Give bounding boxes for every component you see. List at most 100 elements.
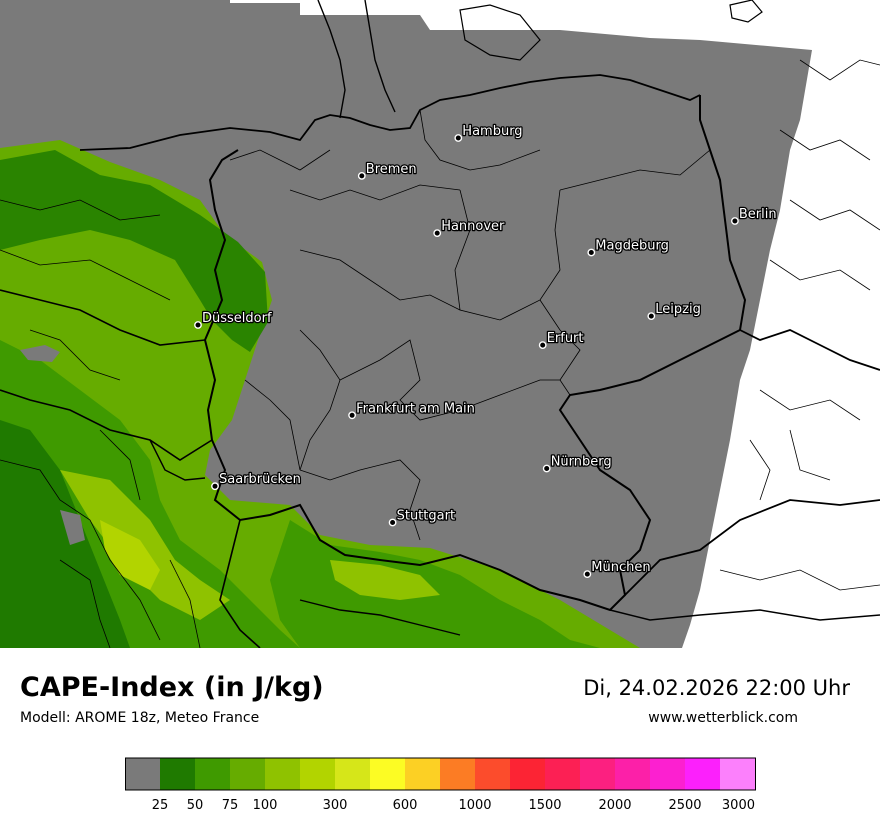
legend-swatch xyxy=(265,758,301,790)
city-marker: Leipzig xyxy=(647,301,702,320)
city-label: München xyxy=(591,560,650,575)
island-zealand xyxy=(459,4,541,61)
city-dot xyxy=(388,518,397,527)
legend-tick-label: 25 xyxy=(152,798,169,813)
city-marker: Hannover xyxy=(433,218,506,238)
legend-tick-label: 1500 xyxy=(528,798,561,813)
legend-swatches xyxy=(125,757,756,791)
legend-swatch xyxy=(510,758,546,790)
cape-area-light-1 xyxy=(60,470,230,620)
city-dot xyxy=(647,312,656,320)
legend-swatch xyxy=(160,758,196,790)
cape-map: Hamburg Bremen Berlin Hannover Magdeburg Düss… xyxy=(0,0,880,648)
coastline-denmark xyxy=(317,0,346,119)
borders xyxy=(0,0,880,648)
coastline-north xyxy=(79,74,701,151)
city-dot xyxy=(542,464,551,473)
cape-areas xyxy=(0,140,640,648)
city-dot xyxy=(454,134,463,142)
city-dot xyxy=(211,482,219,491)
city-marker: München xyxy=(583,559,652,578)
city-marker: Nürnberg xyxy=(542,453,613,473)
cape-area-dark-3 xyxy=(0,420,130,648)
city-marker: Magdeburg xyxy=(587,237,670,257)
legend-swatch xyxy=(195,758,231,790)
legend-tick-label: 100 xyxy=(253,798,278,813)
city-label: Frankfurt am Main xyxy=(356,401,475,416)
border-poland-czech xyxy=(739,329,880,371)
city-dot xyxy=(357,171,366,180)
city-label: Bremen xyxy=(366,162,417,177)
footer: CAPE-Index (in J/kg) Modell: AROME 18z, … xyxy=(0,648,880,830)
cape-area-gray-patch xyxy=(20,345,60,362)
website-link[interactable]: www.wetterblick.com xyxy=(648,710,798,726)
cape-area-gray-patch-2 xyxy=(60,510,85,545)
legend-swatch xyxy=(615,758,651,790)
legend-swatch xyxy=(405,758,441,790)
border-france-swiss xyxy=(219,519,261,648)
color-legend: 25 50 75 100 300 600 1000 1500 2000 2500 3000 xyxy=(125,757,756,813)
legend-swatch xyxy=(720,758,756,790)
map-title: CAPE-Index (in J/kg) xyxy=(20,672,324,703)
border-germany xyxy=(203,95,747,612)
legend-swatch xyxy=(475,758,511,790)
city-label: Magdeburg xyxy=(595,239,669,254)
legend-swatch xyxy=(650,758,686,790)
legend-swatch xyxy=(230,758,266,790)
city-label: Hannover xyxy=(441,219,505,234)
legend-tick-label: 3000 xyxy=(722,798,755,813)
legend-swatch xyxy=(685,758,721,790)
city-label: Saarbrücken xyxy=(219,472,301,487)
legend-tick-label: 300 xyxy=(323,798,348,813)
cape-area-south xyxy=(270,520,600,648)
legend-tick-label: 1000 xyxy=(458,798,491,813)
city-label: Düsseldorf xyxy=(202,311,272,326)
city-label: Nürnberg xyxy=(551,455,612,470)
city-marker: Stuttgart xyxy=(388,507,456,527)
border-france-lux xyxy=(149,439,206,481)
cape-area-light-2 xyxy=(100,520,160,590)
city-label: Berlin xyxy=(739,207,777,222)
legend-frame xyxy=(125,757,756,791)
legend-tick-label: 600 xyxy=(393,798,418,813)
cape-area-south-light xyxy=(330,560,440,600)
cape-area-dark-1 xyxy=(0,150,268,352)
city-marker: Hamburg xyxy=(454,123,524,142)
city-label: Erfurt xyxy=(547,331,584,346)
forecast-datetime: Di, 24.02.2026 22:00 Uhr xyxy=(583,676,850,700)
border-swiss-south xyxy=(299,599,461,636)
legend-swatch xyxy=(125,758,161,790)
city-label: Hamburg xyxy=(462,124,522,139)
legend-swatch xyxy=(300,758,336,790)
model-subtitle: Modell: AROME 18z, Meteo France xyxy=(20,710,260,726)
legend-ticks: 25 50 75 100 300 600 1000 1500 2000 2500 3000 xyxy=(152,798,755,813)
legend-swatch xyxy=(335,758,371,790)
border-czech-south xyxy=(624,499,880,596)
legend-tick-label: 2000 xyxy=(598,798,631,813)
coastline-denmark-east xyxy=(364,0,396,113)
legend-swatch xyxy=(370,758,406,790)
regional-borders-east xyxy=(719,59,880,591)
city-marker: Düsseldorf xyxy=(194,310,273,329)
city-dot xyxy=(194,321,202,329)
legend-tick-label: 75 xyxy=(222,798,239,813)
legend-swatch xyxy=(545,758,581,790)
city-dot xyxy=(583,570,592,578)
border-netherlands-belgium xyxy=(0,289,206,346)
city-marker: Berlin xyxy=(731,206,778,225)
regional-borders-west xyxy=(0,199,201,648)
city-dot xyxy=(731,217,739,225)
legend-swatch xyxy=(440,758,476,790)
city-label: Stuttgart xyxy=(397,509,455,524)
border-austria xyxy=(609,609,880,621)
legend-tick-label: 2500 xyxy=(668,798,701,813)
city-marker: Frankfurt am Main xyxy=(348,400,476,420)
island-bornholm xyxy=(729,0,763,23)
legend-swatch xyxy=(580,758,616,790)
cities-layer: Hamburg Bremen Berlin Hannover Magdeburg Düss… xyxy=(194,123,778,578)
city-label: Leipzig xyxy=(655,302,701,317)
city-dot xyxy=(538,341,547,349)
city-dot xyxy=(348,411,356,420)
state-borders xyxy=(229,109,711,541)
city-dot xyxy=(587,248,596,257)
